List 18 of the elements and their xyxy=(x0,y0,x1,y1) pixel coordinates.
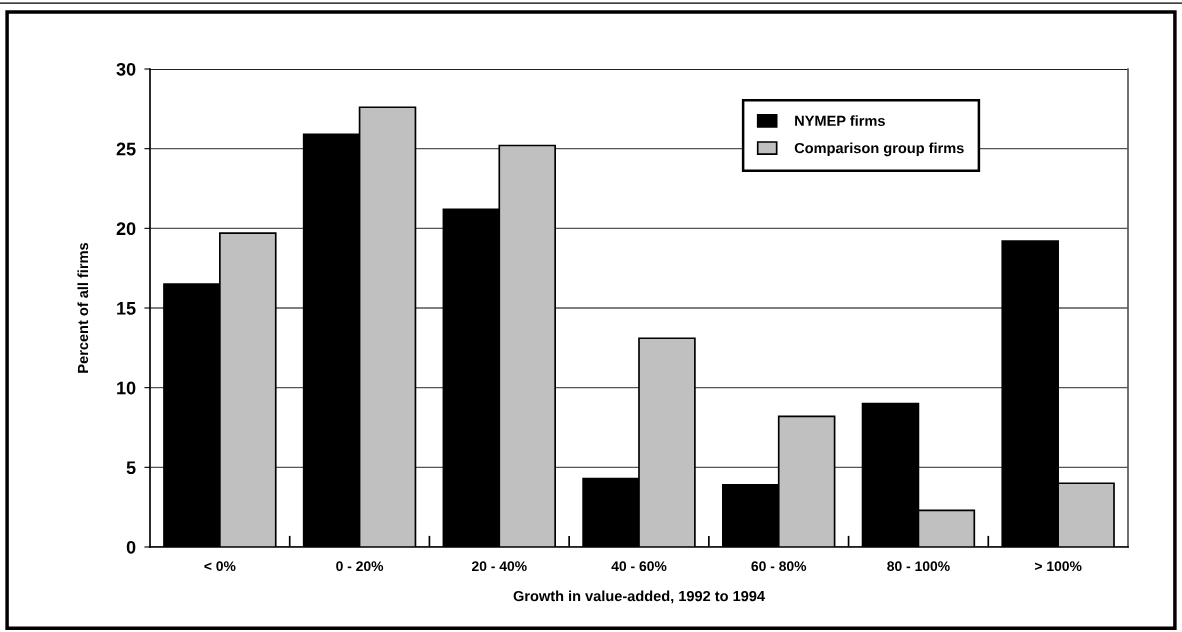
x-tick-label: > 100% xyxy=(1034,561,1082,572)
y-tick-label: 5 xyxy=(126,461,136,475)
y-axis-title: Percent of all firms xyxy=(77,242,89,373)
x-tick-label: 20 - 40% xyxy=(471,561,527,572)
y-tick-label: 10 xyxy=(117,381,136,395)
legend-label: Comparison group firms xyxy=(794,142,964,157)
y-tick-label: 30 xyxy=(116,62,136,76)
x-tick-label: 40 - 60% xyxy=(611,561,667,572)
x-tick-label: 60 - 80% xyxy=(751,561,807,572)
y-tick-label: 15 xyxy=(117,302,136,315)
legend-label: NYMEP firms xyxy=(795,115,885,126)
y-tick-label: 25 xyxy=(116,142,136,156)
x-tick-label: < 0% xyxy=(204,561,236,572)
x-tick-label: 80 - 100% xyxy=(887,561,950,572)
x-tick-label: 0 - 20% xyxy=(336,561,384,572)
y-tick-label: 20 xyxy=(116,222,136,236)
y-tick-label: 0 xyxy=(126,540,136,554)
x-axis-title: Growth in value-added, 1992 to 1994 xyxy=(513,590,765,604)
